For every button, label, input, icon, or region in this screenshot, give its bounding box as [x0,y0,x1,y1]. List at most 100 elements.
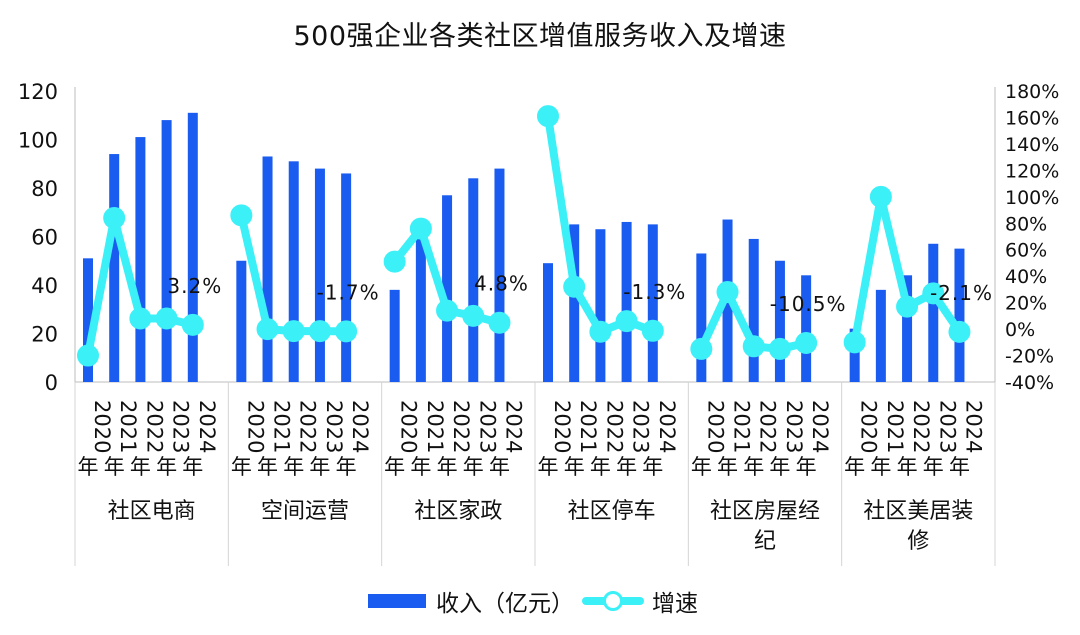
legend-bar-swatch [368,594,426,608]
x-year-label: 2023 [322,400,346,453]
group-label: 社区停车 [568,499,656,524]
bar-revenue [621,221,632,382]
growth-marker [641,319,664,342]
growth-marker [488,311,511,334]
x-year-label: 2023 [169,400,193,453]
x-year-label: 2020 [397,400,421,453]
x-year-suffix: 年 [642,455,663,479]
x-year-label: 2021 [116,400,140,453]
growth-annotation: -10.5% [770,292,847,316]
bar-revenue [389,289,400,382]
group-label: 社区房屋经 [710,499,820,524]
x-year-label: 2023 [629,400,653,453]
growth-marker [589,320,612,343]
x-year-label: 2020 [703,400,727,453]
x-year-suffix: 年 [104,455,125,479]
x-year-label: 2022 [449,400,473,453]
bar-revenue [314,168,325,382]
bar-revenue [595,229,606,382]
x-year-suffix: 年 [923,455,944,479]
legend: 收入（亿元） 增速 [368,584,706,618]
legend-label-growth: 增速 [652,591,698,617]
growth-marker [409,217,432,240]
legend-item-growth[interactable]: 增速 [582,584,698,618]
growth-marker [795,331,818,354]
x-year-label: 2020 [90,400,114,453]
x-year-label: 2021 [270,400,294,453]
y-right-tick-label: 100% [1005,187,1059,209]
x-year-suffix: 年 [870,455,891,479]
bar-revenue [442,195,453,382]
growth-marker [843,331,866,354]
bar-revenue [415,236,426,382]
x-year-suffix: 年 [410,455,431,479]
x-year-label: 2022 [756,400,780,453]
growth-marker [462,304,485,327]
x-year-suffix: 年 [897,455,918,479]
x-year-label: 2022 [909,400,933,453]
legend-item-revenue[interactable]: 收入（亿元） [368,584,574,618]
growth-marker [436,299,459,322]
x-year-label: 2023 [935,400,959,453]
bar-revenue [187,112,198,382]
bar-revenue [928,243,939,382]
x-year-suffix: 年 [231,455,252,479]
x-year-label: 2022 [296,400,320,453]
growth-annotation: -1.7% [317,280,380,304]
x-year-suffix: 年 [463,455,484,479]
bar-revenue [902,275,913,382]
growth-annotation: 3.2% [167,274,222,298]
x-year-suffix: 年 [182,455,203,479]
x-year-label: 2024 [501,400,525,453]
bar-revenue [543,263,553,382]
x-year-label: 2024 [195,400,219,453]
x-year-suffix: 年 [717,455,738,479]
growth-marker [742,335,765,358]
growth-marker [768,337,791,360]
bar-revenue [696,253,707,382]
x-year-suffix: 年 [437,455,458,479]
growth-marker [383,250,406,273]
growth-marker [77,344,99,367]
x-year-suffix: 年 [844,455,865,479]
y-right-tick-label: 120% [1005,160,1059,182]
growth-marker [335,320,358,343]
growth-marker [308,320,331,343]
x-year-label: 2021 [423,400,447,453]
y-left-tick-label: 80 [31,177,58,201]
y-right-tick-label: 40% [1005,266,1047,288]
growth-marker [155,307,178,330]
y-left-tick-label: 0 [45,371,58,395]
x-year-suffix: 年 [949,455,970,479]
x-year-suffix: 年 [538,455,559,479]
x-year-label: 2024 [808,400,832,453]
x-year-suffix: 年 [309,455,330,479]
bar-revenue [236,260,247,382]
growth-marker [869,185,892,208]
group-label: 空间运营 [261,499,349,524]
growth-marker [282,320,305,343]
x-year-suffix: 年 [743,455,764,479]
group-label: 社区家政 [414,499,502,524]
x-year-label: 2024 [348,400,372,453]
growth-marker [181,313,204,336]
y-right-tick-label: 20% [1005,293,1047,315]
x-year-suffix: 年 [489,455,510,479]
bar-revenue [468,178,479,382]
bar-revenue [262,156,273,382]
bar-revenue [161,120,172,382]
x-year-suffix: 年 [336,455,357,479]
y-left-tick-label: 100 [18,129,58,153]
x-year-suffix: 年 [78,455,99,479]
y-right-tick-label: 160% [1005,107,1059,129]
bar-revenue [774,260,785,382]
x-year-suffix: 年 [769,455,790,479]
y-left-tick-label: 60 [31,226,58,250]
group-label: 修 [907,529,929,554]
x-year-label: 2020 [550,400,574,453]
bar-revenue [954,248,965,382]
y-right-tick-label: 80% [1005,213,1047,235]
x-year-suffix: 年 [156,455,177,479]
y-left-tick-label: 20 [31,323,58,347]
